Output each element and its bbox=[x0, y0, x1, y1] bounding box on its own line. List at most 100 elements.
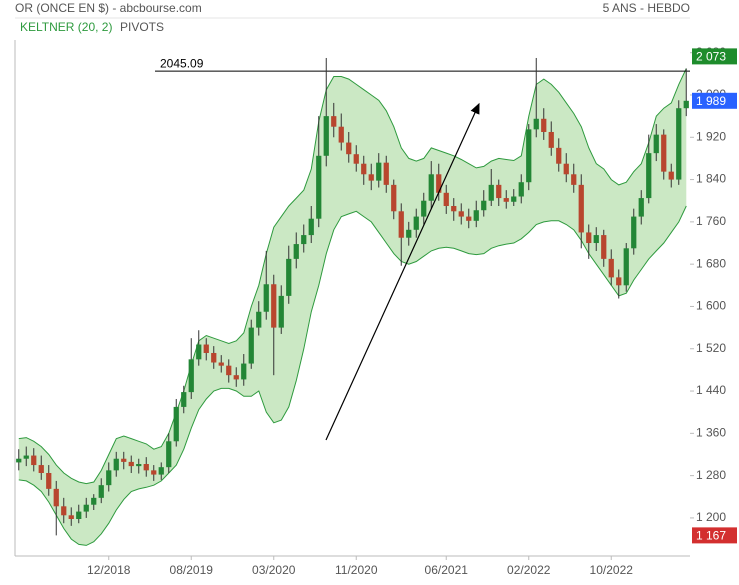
candle-body bbox=[53, 488, 59, 507]
candle-body bbox=[406, 229, 412, 238]
candle-body bbox=[353, 154, 359, 164]
candle-body bbox=[443, 192, 449, 207]
candle-body bbox=[121, 458, 127, 462]
candle-body bbox=[203, 344, 209, 353]
candle-body bbox=[413, 216, 419, 230]
candle-body bbox=[286, 258, 292, 296]
y-tick-label: 1 920 bbox=[696, 129, 726, 143]
candle-body bbox=[61, 506, 67, 516]
candle-body bbox=[526, 129, 532, 183]
candle-body bbox=[76, 511, 82, 519]
candle-body bbox=[38, 465, 44, 473]
x-tick-label: 10/2022 bbox=[590, 563, 634, 577]
candle-body bbox=[263, 284, 269, 312]
y-tick-label: 1 600 bbox=[696, 299, 726, 313]
candle-body bbox=[323, 116, 329, 156]
candle-body bbox=[646, 153, 652, 199]
y-tick-label: 1 520 bbox=[696, 341, 726, 355]
candle-body bbox=[233, 375, 239, 380]
candle-body bbox=[541, 118, 547, 132]
candle-body bbox=[188, 359, 194, 393]
keltner-upper bbox=[18, 68, 687, 485]
candle-body bbox=[623, 248, 629, 286]
candle-body bbox=[488, 184, 494, 201]
candle-body bbox=[331, 116, 337, 127]
candle-body bbox=[466, 216, 472, 221]
x-tick-label: 06/2021 bbox=[425, 563, 469, 577]
candle-body bbox=[106, 470, 112, 486]
y-tick-label: 1 200 bbox=[696, 510, 726, 524]
candle-body bbox=[571, 174, 577, 185]
indicator-pivots: PIVOTS bbox=[120, 20, 164, 34]
candle-body bbox=[668, 171, 674, 180]
candle-body bbox=[451, 206, 457, 212]
y-tick-label: 1 440 bbox=[696, 383, 726, 397]
x-tick-label: 12/2018 bbox=[87, 563, 131, 577]
period-label: 5 ANS - HEBDO bbox=[603, 1, 690, 15]
candle-body bbox=[241, 363, 247, 380]
price-badge bbox=[692, 527, 737, 544]
candle-body bbox=[113, 458, 119, 471]
candle-body bbox=[511, 196, 517, 202]
candle-body bbox=[683, 100, 689, 109]
candle-body bbox=[256, 311, 262, 328]
candle-body bbox=[16, 458, 22, 463]
candle-body bbox=[151, 470, 157, 475]
candle-body bbox=[361, 163, 367, 175]
candle-body bbox=[593, 235, 599, 244]
candle-body bbox=[601, 235, 607, 259]
candle-body bbox=[503, 198, 509, 202]
candle-body bbox=[181, 392, 187, 407]
candle-body bbox=[376, 162, 382, 181]
candle-body bbox=[616, 277, 622, 286]
candle-body bbox=[586, 232, 592, 244]
price-badge-label: 1 989 bbox=[696, 94, 726, 108]
price-badge bbox=[692, 48, 737, 65]
candle-body bbox=[458, 211, 464, 217]
x-tick-label: 03/2020 bbox=[252, 563, 296, 577]
pivot-label: 2045.09 bbox=[160, 56, 204, 70]
candle-body bbox=[661, 134, 667, 172]
candle-body bbox=[436, 174, 442, 193]
candle-body bbox=[653, 134, 659, 154]
candle-body bbox=[533, 118, 539, 130]
chart-title: OR (ONCE EN $) - abcbourse.com bbox=[15, 1, 202, 15]
candle-body bbox=[308, 218, 314, 236]
candle-body bbox=[563, 163, 569, 175]
candle-body bbox=[518, 182, 524, 197]
candle-body bbox=[338, 126, 344, 143]
candle-body bbox=[548, 131, 554, 148]
candle-body bbox=[46, 472, 52, 489]
candle-body bbox=[226, 365, 232, 376]
price-badge-label: 1 167 bbox=[696, 529, 726, 543]
candle-body bbox=[638, 198, 644, 217]
candle-body bbox=[368, 174, 374, 181]
candle-body bbox=[421, 200, 427, 217]
candle-body bbox=[196, 344, 202, 360]
candle-body bbox=[218, 362, 224, 366]
y-tick-label: 1 280 bbox=[696, 468, 726, 482]
price-badge-label: 2 073 bbox=[696, 50, 726, 64]
candle-body bbox=[173, 406, 179, 442]
y-tick-label: 1 760 bbox=[696, 214, 726, 228]
candle-body bbox=[23, 455, 29, 459]
plot: 2045.09 bbox=[16, 56, 690, 546]
candle-body bbox=[556, 147, 562, 164]
x-tick-label: 11/2020 bbox=[335, 563, 378, 577]
y-tick-label: 1 840 bbox=[696, 172, 726, 186]
y-tick-label: 1 680 bbox=[696, 256, 726, 270]
candle-body bbox=[143, 464, 149, 471]
candle-body bbox=[158, 467, 164, 475]
candle-body bbox=[316, 155, 322, 219]
x-tick-label: 02/2022 bbox=[507, 563, 551, 577]
candle-body bbox=[428, 174, 434, 201]
candle-body bbox=[293, 244, 299, 259]
candle-body bbox=[608, 258, 614, 278]
candle-body bbox=[391, 184, 397, 212]
indicator-keltner: KELTNER (20, 2) bbox=[20, 20, 112, 34]
price-badge bbox=[692, 92, 737, 109]
candle-body bbox=[278, 295, 284, 328]
x-tick-label: 08/2019 bbox=[170, 563, 214, 577]
